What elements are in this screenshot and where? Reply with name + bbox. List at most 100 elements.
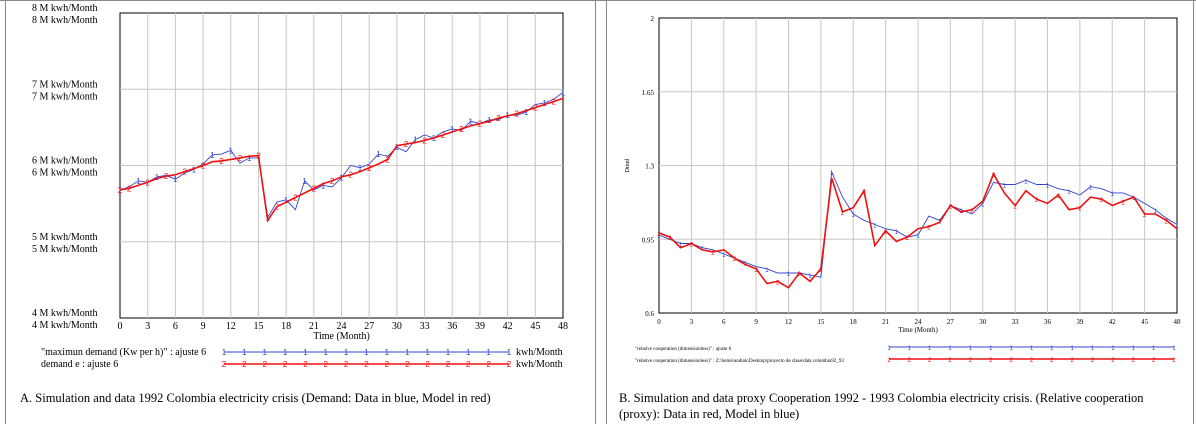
chart-a-series-2-marker: 2 — [404, 140, 409, 149]
chart-b-legend-marker-1: 1 — [1009, 346, 1013, 352]
chart-b-series-2-line — [658, 172, 1178, 289]
chart-b-legend-marker-2: 2 — [989, 358, 993, 364]
chart-a-series-2-marker: 2 — [118, 186, 123, 195]
chart-a-series-2-marker: 2 — [441, 131, 446, 140]
chart-a-legend-marker-1: 1 — [344, 348, 349, 357]
chart-b-series-2-marker: 2 — [711, 251, 715, 257]
chart-b-series-1-marker: 1 — [830, 171, 834, 177]
chart-b-series-2-marker: 2 — [1035, 198, 1039, 204]
chart-b-series-1-line — [658, 170, 1178, 278]
chart-a-x-tick-label: 30 — [392, 321, 402, 332]
chart-a-legend-marker-1: 1 — [262, 348, 267, 357]
chart-b-legend-marker-1: 1 — [1132, 346, 1136, 352]
chart-b-legend-marker-2: 2 — [969, 358, 973, 364]
chart-b-y-tick-label: 2 — [651, 15, 655, 23]
chart-b-legend-marker-1: 1 — [948, 346, 952, 352]
chart-a-legend-unit-2: kwh/Month — [516, 359, 563, 370]
chart-a-series-2-marker: 2 — [219, 157, 224, 166]
chart-b-y-tick-label: 0.95 — [642, 236, 655, 244]
chart-b-legend-marker-1: 1 — [1091, 346, 1095, 352]
chart-b-legend-marker-2: 2 — [1152, 358, 1156, 364]
chart-b-legend-marker-1: 1 — [1172, 346, 1176, 352]
chart-a-series-1-marker: 1 — [487, 116, 492, 125]
chart-a-x-tick-label: 36 — [447, 321, 457, 332]
chart-b-legend-marker-2: 2 — [1009, 358, 1013, 364]
chart-a-legend-marker-1: 1 — [303, 348, 308, 357]
chart-b-series-1-marker: 1 — [1046, 183, 1050, 189]
chart-a-series-2-marker: 2 — [367, 164, 372, 173]
chart-b-legend-marker-2: 2 — [1111, 358, 1115, 364]
chart-b-series-1-marker: 1 — [1175, 224, 1179, 230]
caption-b: B. Simulation and data proxy Cooperation… — [619, 391, 1144, 421]
chart-a-y-tick-label: 5 M kwh/Month — [32, 244, 98, 255]
chart-a-series-2-marker: 2 — [256, 152, 261, 161]
chart-b-series-2-marker: 2 — [1057, 194, 1061, 200]
chart-b-series-2-marker: 2 — [657, 232, 661, 238]
chart-a-x-tick-label: 45 — [530, 321, 540, 332]
chart-b-x-tick-label: 6 — [722, 318, 726, 326]
chart-b-x-tick-label: 48 — [1174, 318, 1182, 326]
chart-a-legend-marker-2: 2 — [364, 360, 369, 369]
chart-b-series-2-marker: 2 — [668, 236, 672, 242]
chart-b-legend-marker-2: 2 — [948, 358, 952, 364]
chart-a-x-tick-label: 33 — [420, 321, 430, 332]
chart-b-x-tick-label: 45 — [1141, 318, 1149, 326]
chart-a-legend-marker-2: 2 — [222, 360, 227, 369]
chart-a-series-2-marker: 2 — [515, 110, 520, 119]
chart-a-series-2-marker: 2 — [293, 194, 298, 203]
chart-a-series-2-marker: 2 — [459, 125, 464, 134]
chart-a-legend-marker-1: 1 — [385, 348, 390, 357]
chart-b-x-tick-label: 33 — [1012, 318, 1020, 326]
chart-b-series-2-marker: 2 — [1100, 198, 1104, 204]
chart-a-series-1-marker: 1 — [229, 146, 234, 155]
chart-a-legend-label-2: demand e : ajuste 6 — [41, 359, 118, 370]
chart-b-y-tick-label: 1.3 — [645, 163, 654, 171]
chart-a-legend-marker-2: 2 — [344, 360, 349, 369]
chart-a-legend-marker-2: 2 — [385, 360, 390, 369]
chart-b-x-tick-label: 27 — [947, 318, 955, 326]
chart-b-x-tick-label: 15 — [817, 318, 825, 326]
chart-b-x-tick-label: 3 — [690, 318, 694, 326]
chart-a-legend-marker-2: 2 — [262, 360, 267, 369]
chart-b-x-tick-label: 39 — [1076, 318, 1084, 326]
chart-b-series-2-marker: 2 — [690, 242, 694, 248]
chart-a-x-tick-label: 39 — [475, 321, 485, 332]
chart-a-series-1-marker: 1 — [468, 117, 473, 126]
chart-b-legend-marker-1: 1 — [989, 346, 993, 352]
chart-a-x-tick-label: 3 — [145, 321, 150, 332]
chart-a-series-2-marker: 2 — [496, 114, 501, 123]
chart-b-x-tick-label: 12 — [785, 318, 793, 326]
chart-b-series-1-marker: 1 — [895, 230, 899, 236]
chart-b-legend-marker-1: 1 — [1030, 346, 1034, 352]
chart-b-series-2-marker: 2 — [992, 173, 996, 179]
chart-b-series-2-marker: 2 — [1165, 219, 1169, 225]
chart-b-series-2-marker: 2 — [776, 280, 780, 286]
chart-b-legend-marker-2: 2 — [887, 358, 891, 364]
chart-a-x-tick-label: 48 — [558, 321, 568, 332]
chart-b-x-tick-label: 36 — [1044, 318, 1052, 326]
chart-a-legend-marker-1: 1 — [364, 348, 369, 357]
chart-b-legend-marker-2: 2 — [1091, 358, 1095, 364]
chart-a-y-tick-label: 4 M kwh/Month — [32, 308, 98, 319]
chart-a-series-1-marker: 1 — [192, 165, 197, 174]
chart-a-series-2-marker: 2 — [478, 120, 483, 129]
chart-a-legend-unit-1: kwh/Month — [516, 347, 563, 358]
chart-b-legend-marker-1: 1 — [1050, 346, 1054, 352]
chart-a-x-tick-label: 18 — [281, 321, 291, 332]
chart-a-series-1-marker: 1 — [136, 177, 141, 186]
chart-b-x-tick-label: 0 — [657, 318, 661, 326]
chart-a-y-tick-label: 6 M kwh/Month — [32, 168, 98, 179]
chart-a-series-2-marker: 2 — [164, 172, 169, 181]
chart-a-series-1-marker: 1 — [376, 150, 381, 159]
chart-a-series-1-marker: 1 — [524, 108, 529, 117]
chart-b-x-tick-label: 9 — [754, 318, 758, 326]
chart-a-series-2-line — [119, 97, 564, 223]
chart-b-y-tick-label: 0.6 — [645, 310, 654, 318]
chart-a-series-2-marker: 2 — [312, 184, 317, 193]
chart-a-series-1-marker: 1 — [210, 151, 215, 160]
chart-a-legend-marker-1: 1 — [324, 348, 329, 357]
chart-b-series-2-marker: 2 — [733, 257, 737, 263]
chart-a-series-2-marker: 2 — [422, 136, 427, 145]
chart-a-x-tick-label: 24 — [337, 321, 347, 332]
chart-b-legend-marker-1: 1 — [928, 346, 932, 352]
